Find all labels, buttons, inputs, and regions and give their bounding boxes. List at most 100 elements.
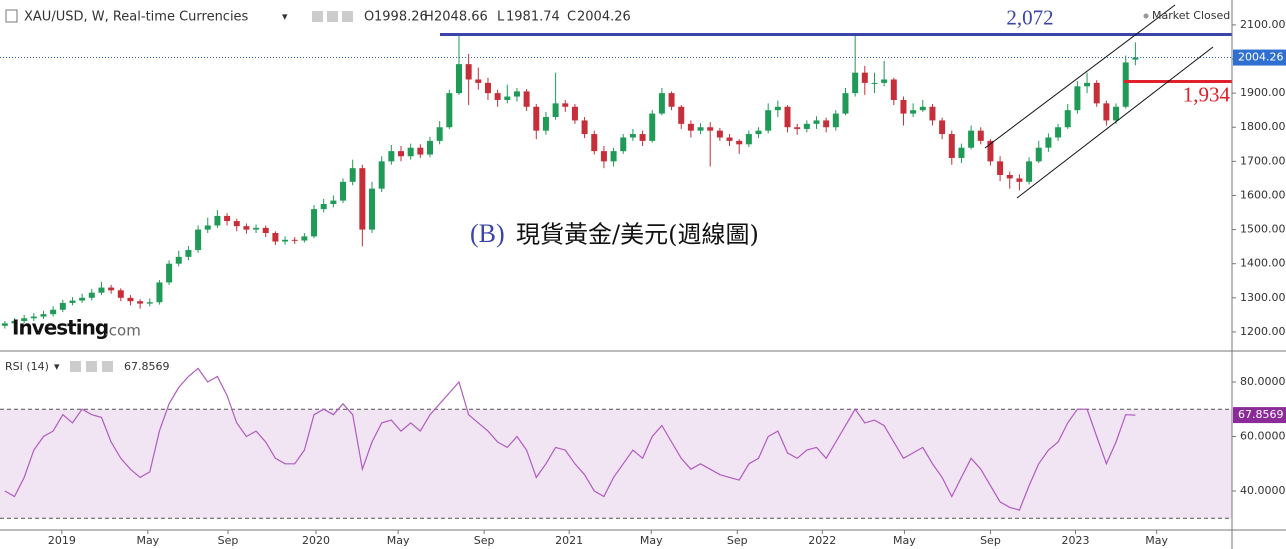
candle-body	[755, 130, 762, 135]
y-tick-label: 1800.00	[1240, 120, 1286, 133]
candle-body	[900, 99, 907, 114]
candle-body	[243, 226, 250, 230]
candle-body	[591, 134, 598, 152]
candle-body	[30, 316, 37, 319]
icon-close[interactable]	[342, 11, 353, 22]
candle-body	[349, 168, 356, 182]
candle-body	[1026, 161, 1033, 182]
candle-body	[291, 239, 298, 241]
symbol-title: XAU/USD, W, Real-time Currencies	[24, 10, 249, 25]
candle-body	[1113, 106, 1120, 121]
icon-settings[interactable]	[312, 11, 323, 22]
y-tick-label: 60.0000	[1240, 430, 1286, 443]
candle-body	[1103, 103, 1110, 121]
channel-lower	[1016, 46, 1214, 199]
candle-body	[1074, 86, 1081, 111]
candle-body	[542, 117, 549, 131]
candle-body	[436, 127, 443, 141]
candle-body	[465, 64, 472, 80]
candle-body	[881, 79, 888, 83]
candle-body	[137, 301, 144, 304]
candle-body	[832, 113, 839, 128]
x-tick-label: 2021	[555, 534, 583, 547]
candle-body	[50, 309, 57, 315]
candle-body	[59, 302, 66, 310]
x-tick-label: Sep	[980, 534, 1001, 547]
rsi-value: 67.8569	[124, 360, 170, 373]
ohlc-label: L	[497, 10, 505, 25]
menu-icon[interactable]	[5, 9, 18, 23]
icon-settings[interactable]	[70, 361, 81, 372]
candle-body	[262, 227, 269, 233]
rsi-value-box	[1233, 407, 1286, 424]
candle-body	[224, 215, 231, 222]
candle-body	[1132, 57, 1139, 60]
candle-body	[562, 103, 569, 107]
candle-body	[1006, 175, 1013, 179]
candle-body	[629, 134, 636, 138]
candle-body	[417, 147, 424, 155]
candle-body	[1084, 82, 1091, 87]
candle-body	[69, 300, 76, 303]
candle-body	[301, 236, 308, 241]
candle-body	[340, 181, 347, 201]
candle-body	[929, 106, 936, 121]
candle-body	[794, 127, 801, 129]
rsi-band	[0, 409, 1232, 519]
candle-body	[455, 64, 462, 94]
status-dot	[1143, 13, 1149, 19]
dropdown-caret[interactable]: ▾	[54, 360, 60, 373]
y-tick-label: 1400.00	[1240, 257, 1286, 270]
x-tick-label: May	[640, 534, 663, 547]
candle-body	[494, 93, 501, 100]
candle-body	[330, 200, 337, 204]
candle-body	[765, 110, 772, 131]
candle-body	[784, 106, 791, 128]
y-tick-label: 40.0000	[1240, 484, 1286, 497]
candle-body	[214, 215, 221, 226]
candle-body	[1016, 178, 1023, 182]
candle-body	[233, 221, 240, 227]
candle-body	[997, 161, 1004, 175]
candle-body	[359, 168, 366, 230]
candle-body	[1093, 82, 1100, 104]
candle-body	[98, 287, 105, 293]
candle-body	[117, 290, 124, 298]
candle-body	[1055, 127, 1062, 138]
ohlc-label: O	[364, 10, 374, 25]
icon-close[interactable]	[102, 361, 113, 372]
candle-body	[146, 302, 153, 304]
candle-body	[88, 292, 95, 298]
candle-body	[475, 79, 482, 83]
candle-body	[968, 130, 975, 148]
candle-body	[504, 96, 511, 100]
rsi-line	[4, 367, 1136, 511]
candle-body	[175, 256, 182, 264]
x-tick-label: 2019	[48, 534, 76, 547]
candle-body	[127, 297, 134, 302]
candle-body	[668, 93, 675, 107]
candle-body	[687, 123, 694, 131]
candle-body	[736, 140, 743, 145]
candle-body	[1, 323, 8, 326]
current-price-label: 2004.26	[1238, 51, 1284, 64]
candle-body	[388, 151, 395, 162]
candle-body	[195, 229, 202, 251]
icon-hide[interactable]	[86, 361, 97, 372]
plot-layers: 1200.00 1300.00 1400.00 1500.00 1600.00 1700.…	[0, 5, 1286, 547]
watermark: Investing	[12, 316, 108, 340]
icon-hide[interactable]	[327, 11, 338, 22]
candle-body	[108, 287, 115, 291]
candle-body	[745, 134, 752, 145]
ohlc-value: 2048.66	[434, 10, 488, 25]
candle-body	[861, 72, 868, 83]
candle-body	[823, 120, 830, 128]
candle-body	[40, 314, 47, 317]
candle-body	[842, 93, 849, 114]
candle-body	[311, 209, 318, 237]
market-status: Market Closed	[1152, 9, 1230, 22]
ohlc-label: H	[424, 10, 434, 25]
candle-body	[600, 151, 607, 162]
dropdown-caret[interactable]: ▾	[282, 10, 288, 23]
